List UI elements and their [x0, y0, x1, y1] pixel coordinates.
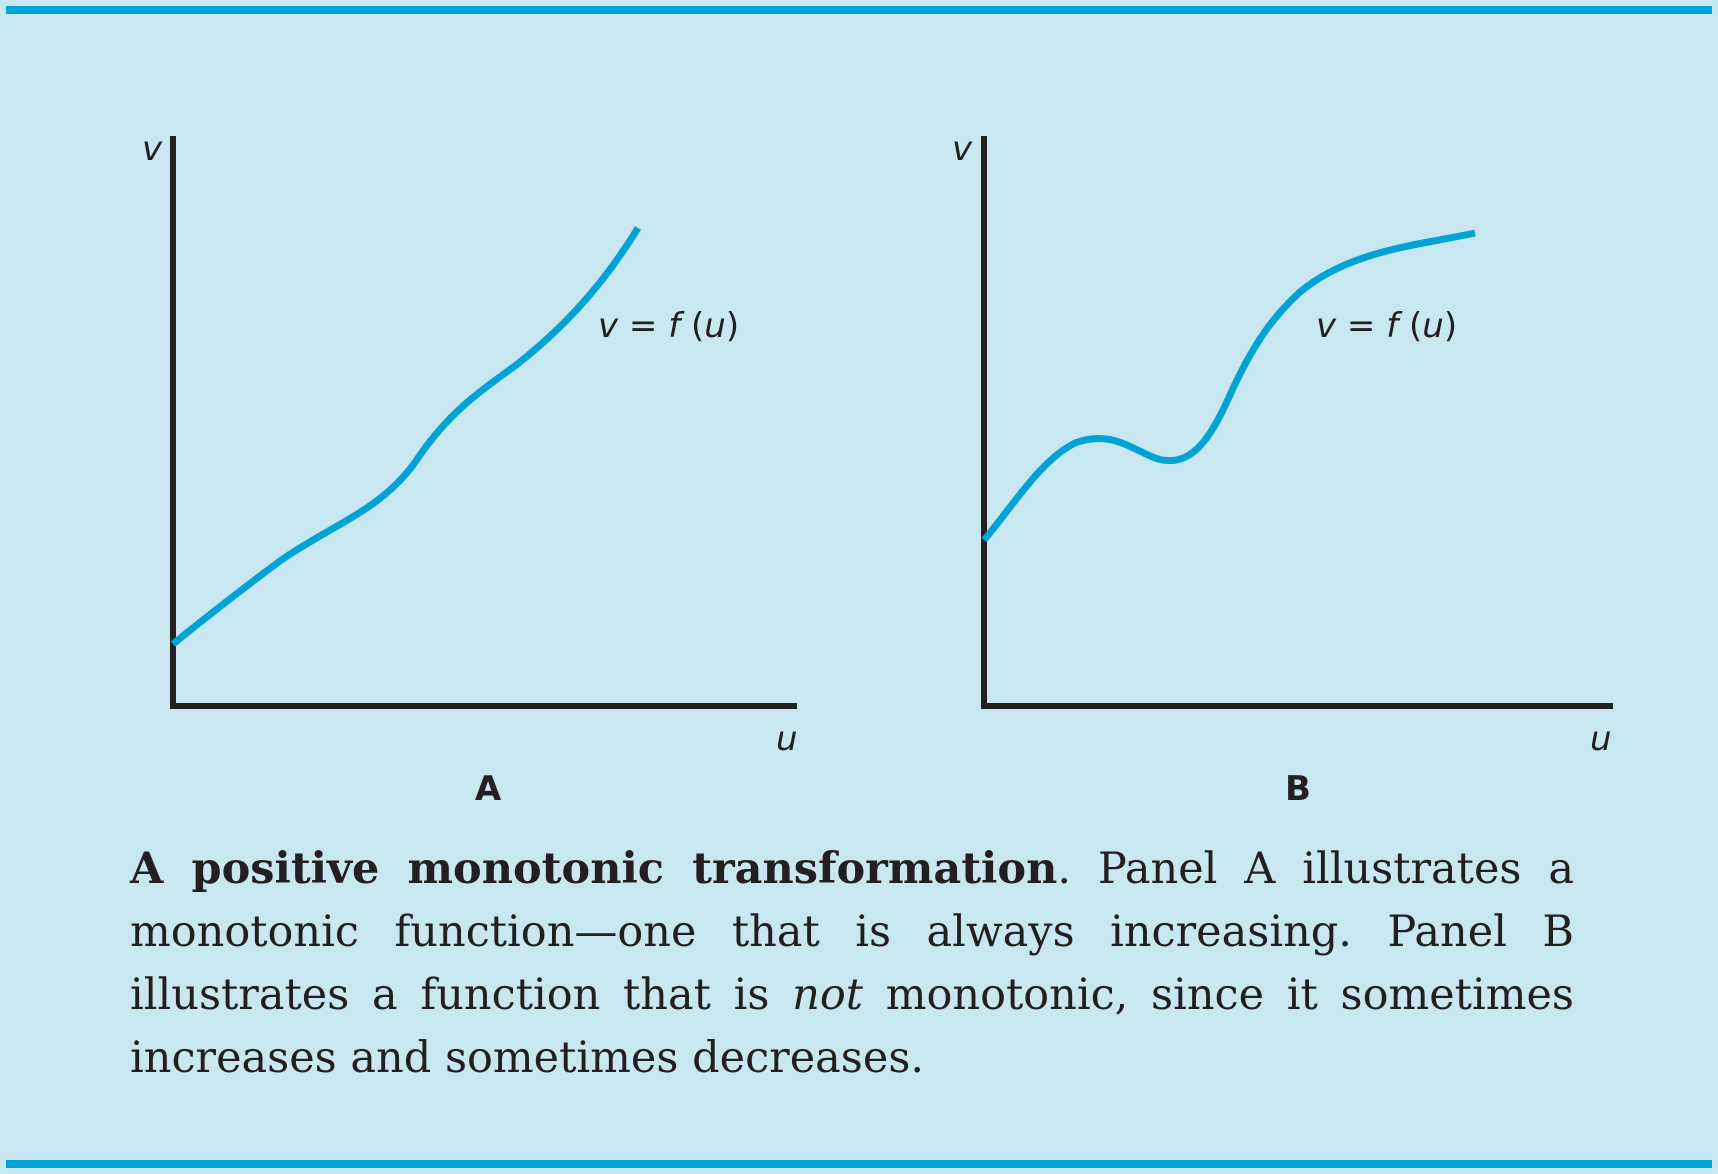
caption-title: A positive monotonic transformation [130, 844, 1058, 894]
panel-a-curve-label: v = f (u) [598, 306, 739, 346]
panel-b-letter: B [1285, 769, 1311, 809]
panel-b-curve-label-open: ( [1398, 306, 1422, 346]
panel-b-curve-label-arg: u [1422, 306, 1444, 346]
panel-b-curve-label: v = f (u) [1316, 306, 1457, 346]
bottom-rule [6, 1160, 1712, 1168]
panel-a-curve-label-close: ) [726, 306, 739, 346]
panel-b-curve-label-eq: = [1336, 306, 1386, 346]
panel-a-curve-label-open: ( [680, 306, 704, 346]
panel-b-curve-label-lhs: v [1316, 306, 1337, 346]
panel-a-curve-label-arg: u [704, 306, 726, 346]
panel-a: v u v = f (u) A [142, 129, 798, 809]
panel-a-curve-label-lhs: v [598, 306, 619, 346]
panel-b-curve [981, 229, 1476, 543]
top-rule [6, 6, 1712, 14]
panel-b: v u v = f (u) B [952, 129, 1613, 809]
panel-b-y-axis-label: v [952, 129, 973, 169]
caption-emphasis: not [792, 970, 864, 1020]
panel-a-x-axis-label: u [776, 719, 798, 759]
panel-a-curve-label-eq: = [618, 306, 668, 346]
panel-b-x-axis-label: u [1590, 719, 1612, 759]
panel-a-y-axis-label: v [142, 129, 163, 169]
panel-a-curve [170, 226, 641, 647]
caption-text-2: monotonic, since it sometimes increases … [130, 970, 1574, 1083]
panel-a-axes [170, 136, 797, 709]
panels-svg: v u v = f (u) A v u v = f (u) B [142, 129, 1613, 809]
figure-caption: A positive monotonic transformation. Pan… [130, 838, 1574, 1090]
caption-text-1: . Panel A illustrates a monotonic functi… [130, 844, 1574, 1020]
panel-b-curve-label-close: ) [1444, 306, 1457, 346]
panel-b-axes [981, 136, 1613, 709]
panel-a-letter: A [475, 769, 502, 809]
